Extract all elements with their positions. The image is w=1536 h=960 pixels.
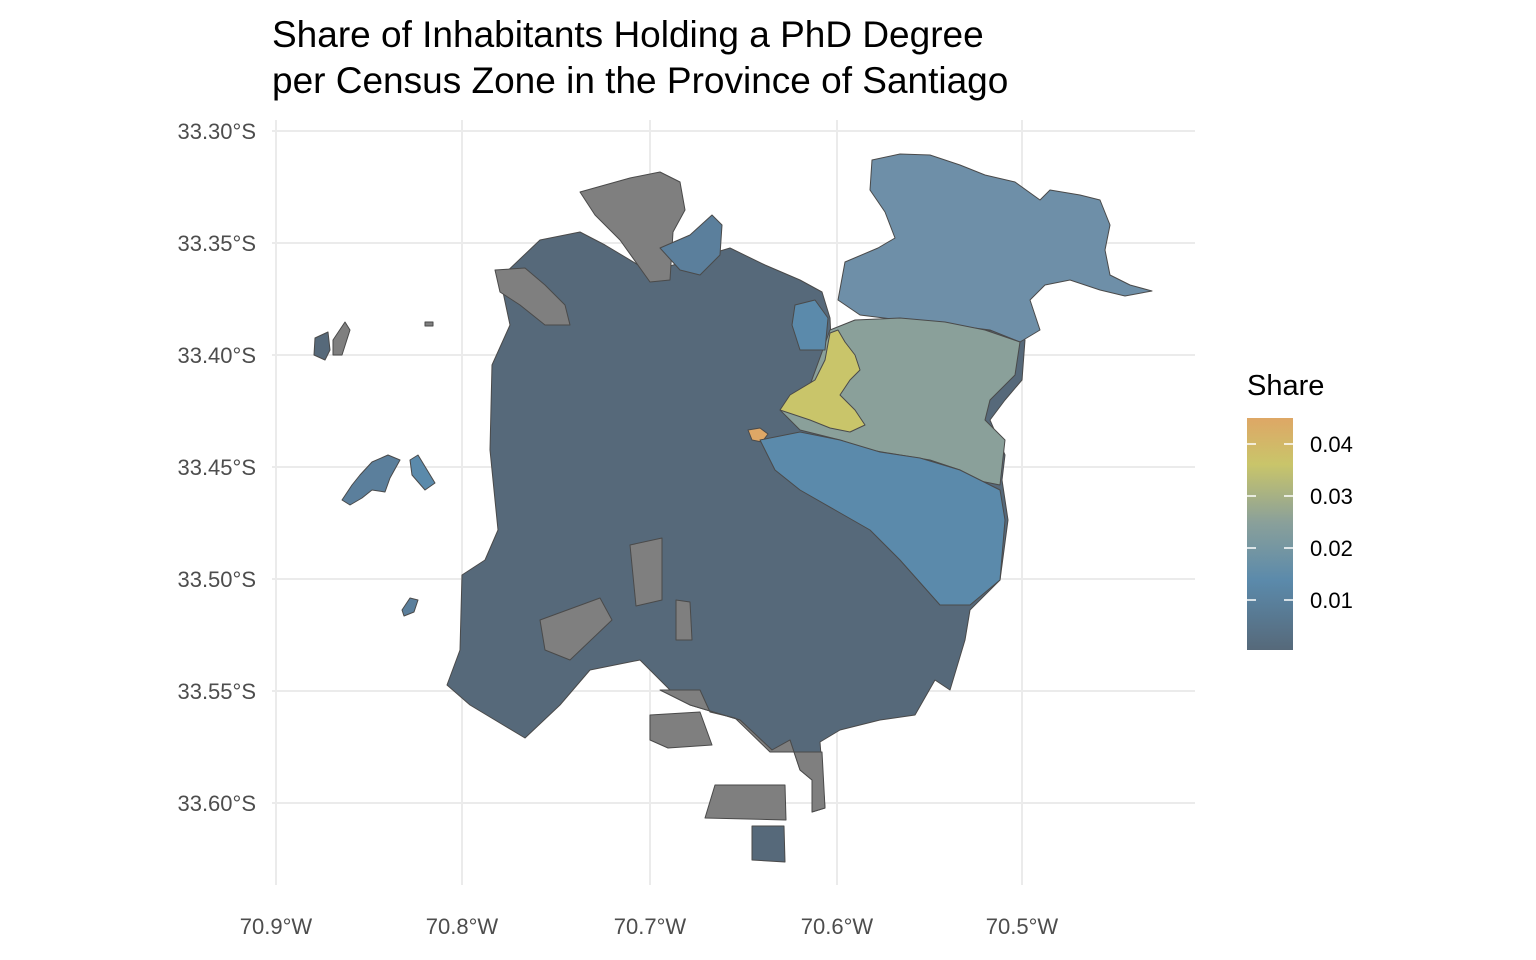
- no-data-zone: [659, 689, 826, 813]
- y-tick-label: 33.45°S: [177, 455, 256, 480]
- y-tick-label: 33.40°S: [177, 343, 256, 368]
- high-share-zone: [779, 329, 866, 433]
- y-axis-labels: 33.30°S 33.35°S 33.40°S 33.45°S 33.50°S …: [177, 119, 256, 816]
- x-tick-label: 70.8°W: [426, 914, 499, 939]
- western-zone: [409, 454, 436, 491]
- no-data-zone: [649, 711, 713, 749]
- western-zone: [424, 321, 434, 327]
- y-tick-label: 33.30°S: [177, 119, 256, 144]
- y-tick-label: 33.60°S: [177, 791, 256, 816]
- x-tick-label: 70.7°W: [614, 914, 687, 939]
- peak-share-zone: [747, 427, 769, 443]
- legend-label: 0.03: [1310, 484, 1353, 509]
- x-tick-label: 70.6°W: [801, 914, 874, 939]
- western-zone: [341, 454, 401, 506]
- y-tick-label: 33.35°S: [177, 231, 256, 256]
- map-title-line-1: Share of Inhabitants Holding a PhD Degre…: [272, 14, 984, 55]
- north-east-zone: [837, 153, 1153, 343]
- census-zones: [313, 153, 1153, 863]
- north-zone: [659, 214, 723, 276]
- legend-ticks: [1247, 443, 1293, 601]
- no-data-zone: [579, 171, 686, 283]
- no-data-zone: [539, 597, 613, 661]
- western-zone: [313, 331, 331, 361]
- y-tick-label: 33.55°S: [177, 679, 256, 704]
- legend-label: 0.01: [1310, 588, 1353, 613]
- legend-label: 0.02: [1310, 536, 1353, 561]
- x-axis-labels: 70.9°W 70.8°W 70.7°W 70.6°W 70.5°W: [240, 914, 1059, 939]
- legend-title: Share: [1247, 370, 1325, 402]
- legend-label: 0.04: [1310, 432, 1353, 457]
- no-data-zone: [494, 267, 571, 326]
- no-data-zone: [675, 599, 693, 641]
- north-central-zone: [791, 299, 829, 351]
- southern-zone: [751, 825, 786, 863]
- western-zone: [401, 597, 419, 617]
- central-zone: [759, 431, 1006, 606]
- map-title-line-2: per Census Zone in the Province of Santi…: [272, 60, 1009, 101]
- no-data-zone: [704, 784, 787, 821]
- legend-color-bar: [1247, 418, 1293, 650]
- x-tick-label: 70.9°W: [240, 914, 313, 939]
- y-tick-label: 33.50°S: [177, 567, 256, 592]
- x-tick-label: 70.5°W: [986, 914, 1059, 939]
- no-data-zone: [629, 537, 663, 607]
- western-zone: [332, 321, 351, 356]
